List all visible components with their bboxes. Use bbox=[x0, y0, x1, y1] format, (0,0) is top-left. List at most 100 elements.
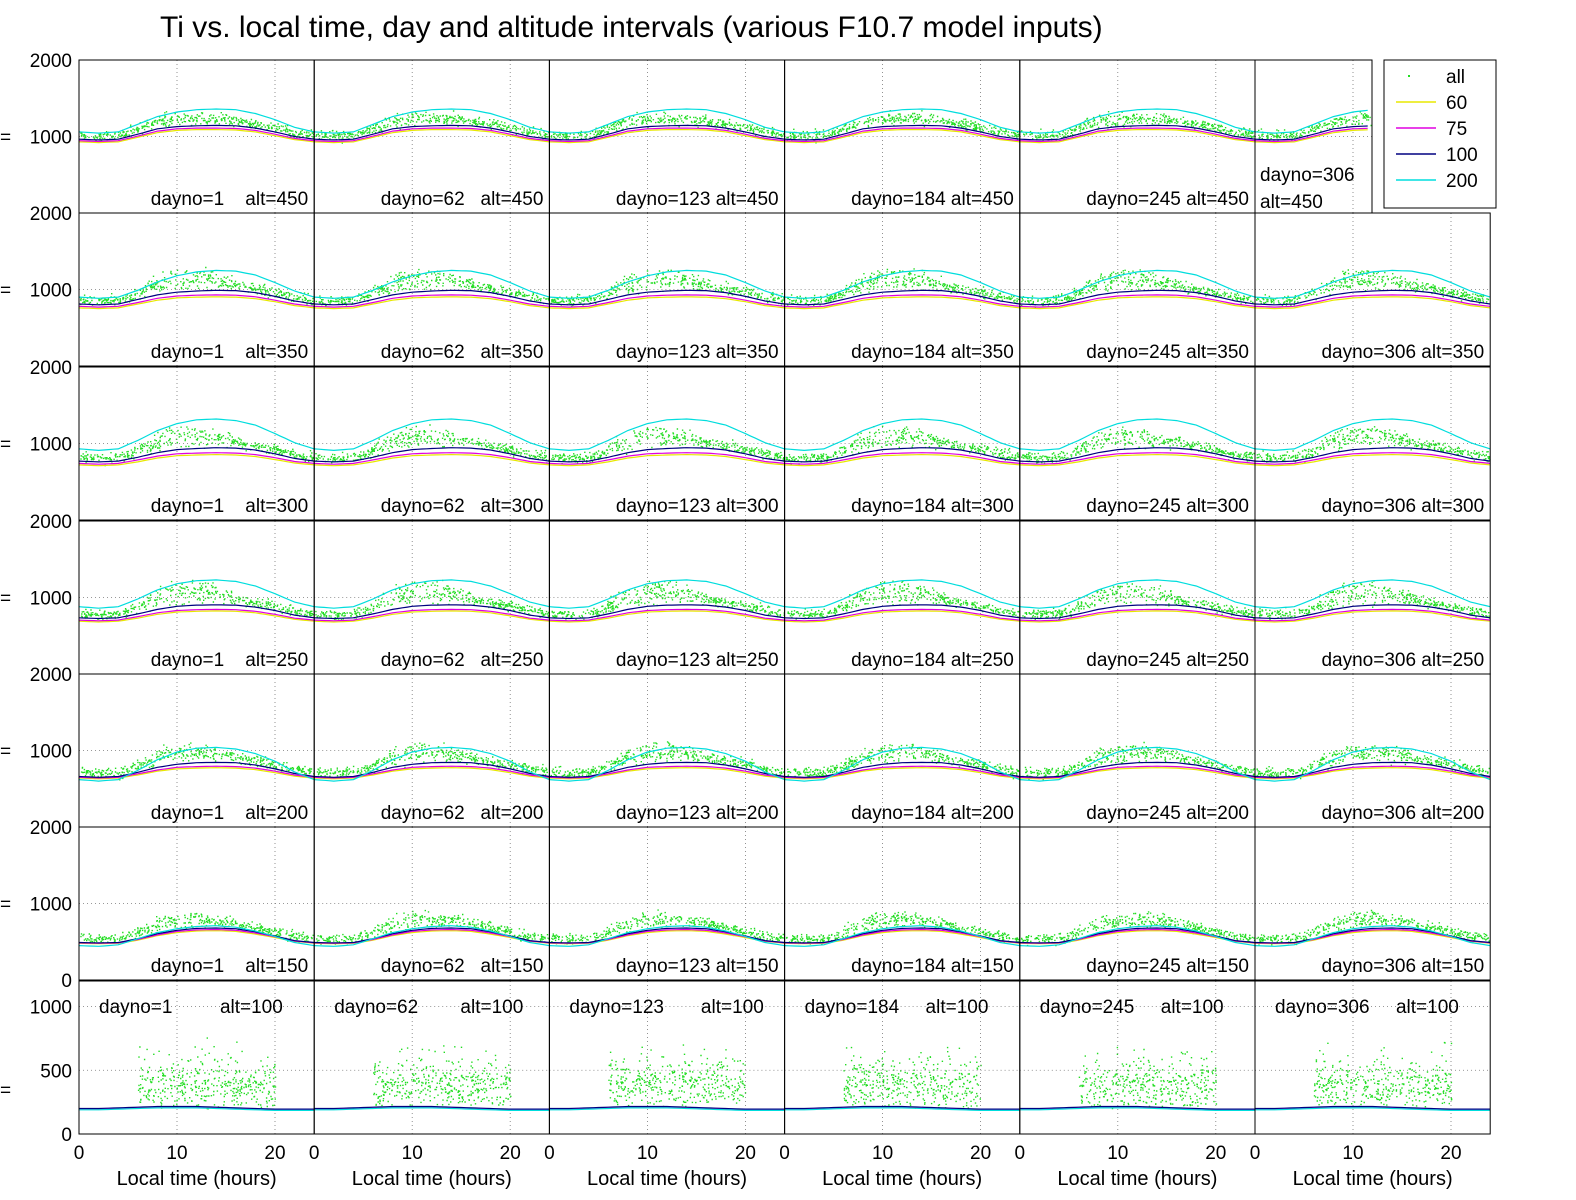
panel-day62-alt300-points-all bbox=[315, 424, 550, 464]
panel-day184-alt450-curve-200 bbox=[784, 108, 1020, 134]
panel-day184-alt450-label: dayno=184 alt=450 bbox=[851, 189, 1014, 210]
panel-day1-alt100-label: dayno=1 alt=100 bbox=[99, 997, 283, 1018]
panel-day245-alt300-curve-75 bbox=[1019, 452, 1256, 465]
x-tick-label: 10 bbox=[872, 1143, 893, 1164]
panel-day1-alt100-curve-100 bbox=[79, 1105, 315, 1110]
panel-day306-alt450-curve-60 bbox=[1254, 129, 1368, 144]
x-axis-label: Local time (hours) bbox=[1057, 1168, 1217, 1190]
panel-day306-alt150-label: dayno=306 alt=150 bbox=[1321, 956, 1484, 977]
y-tick-label: 2000 bbox=[30, 665, 72, 686]
panel-day1-alt250-curve-200 bbox=[78, 579, 315, 609]
x-tick-label: 20 bbox=[500, 1143, 521, 1164]
panel-day62-alt450-label: dayno=62 alt=450 bbox=[381, 189, 544, 210]
panel-day245-alt250-curve-100 bbox=[1019, 604, 1256, 620]
panel-day306-alt350-curve-75 bbox=[1254, 294, 1491, 308]
panel-day184-alt250-curve-60 bbox=[784, 610, 1020, 623]
panel-day184-alt350-curve-200 bbox=[784, 269, 1020, 299]
y-tick-label: 1000 bbox=[30, 128, 72, 149]
row-side-label: = bbox=[0, 589, 11, 610]
panel-day306-alt450-label-day: dayno=306 bbox=[1260, 165, 1355, 186]
panel-day184-alt250-curve-200 bbox=[784, 579, 1020, 609]
panel-day184-alt350-curve-60 bbox=[784, 296, 1020, 310]
panel-day123-alt450-curve-60 bbox=[549, 129, 785, 144]
panel-day245-alt300-label: dayno=245 alt=300 bbox=[1086, 496, 1249, 517]
panel-day306-alt350-curve-200 bbox=[1254, 269, 1491, 299]
panel-day62-alt450-curve-60 bbox=[314, 129, 550, 144]
panel-day123-alt350-curve-100 bbox=[549, 289, 785, 306]
panel-day306-alt150-frame bbox=[1254, 826, 1491, 981]
panel-day306-alt300-label: dayno=306 alt=300 bbox=[1321, 496, 1484, 517]
panel-day245-alt250-curve-60 bbox=[1019, 610, 1256, 623]
panel-day184-alt450-points-all bbox=[786, 110, 1020, 144]
panel-day1-alt300-curve-60 bbox=[78, 453, 315, 467]
panel-day123-alt450-curve-200 bbox=[549, 108, 785, 134]
x-tick-label: 0 bbox=[1015, 1143, 1026, 1164]
panel-day1-alt450-curve-60 bbox=[78, 129, 315, 144]
x-tick-label: 20 bbox=[735, 1143, 756, 1164]
panel-day1-alt150-label: dayno=1 alt=150 bbox=[151, 956, 308, 977]
x-tick-label: 0 bbox=[779, 1143, 790, 1164]
y-tick-label: 1000 bbox=[30, 895, 72, 916]
panel-day123-alt450-curve-100 bbox=[549, 124, 785, 141]
panel-day184-alt250-label: dayno=184 alt=250 bbox=[851, 650, 1014, 671]
panel-day62-alt250-curve-60 bbox=[314, 610, 550, 623]
panel-day123-alt300-curve-60 bbox=[549, 453, 785, 467]
panel-day245-alt200-curve-75 bbox=[1019, 765, 1256, 779]
row-side-label: = bbox=[0, 742, 11, 763]
panel-day184-alt200-curve-75 bbox=[784, 765, 1020, 779]
panel-day306-alt100-curve-100 bbox=[1255, 1105, 1491, 1110]
x-axis-label: Local time (hours) bbox=[1293, 1168, 1453, 1190]
panel-day306-alt300-frame bbox=[1254, 366, 1491, 521]
panel-day184-alt100-curve-200 bbox=[784, 1107, 1020, 1111]
x-tick-label: 20 bbox=[970, 1143, 991, 1164]
panel-day123-alt300-curve-200 bbox=[549, 418, 785, 452]
panel-day184-alt350-curve-75 bbox=[784, 294, 1020, 308]
panel-day184-alt300-curve-100 bbox=[784, 447, 1020, 463]
x-axis-label: Local time (hours) bbox=[117, 1168, 277, 1190]
panel-day306-alt200-curve-200 bbox=[1254, 746, 1491, 782]
panel-day184-alt300-curve-60 bbox=[784, 453, 1020, 467]
panel-day306-alt250-curve-60 bbox=[1254, 610, 1491, 623]
panel-day1-alt350-curve-200 bbox=[78, 269, 315, 299]
panel-day1-alt300-curve-200 bbox=[78, 418, 315, 452]
panel-day245-alt300-curve-100 bbox=[1019, 447, 1256, 463]
panel-day123-alt250-curve-75 bbox=[549, 608, 785, 622]
row-side-label: = bbox=[0, 895, 11, 916]
x-tick-label: 0 bbox=[74, 1143, 85, 1164]
row-side-label: = bbox=[0, 435, 11, 456]
panel-day62-alt450-curve-75 bbox=[314, 127, 550, 143]
panel-day62-alt350-curve-100 bbox=[314, 289, 550, 306]
panel-day306-alt200-curve-75 bbox=[1254, 765, 1491, 779]
x-tick-label: 10 bbox=[402, 1143, 423, 1164]
panel-day1-alt350-curve-100 bbox=[78, 289, 315, 306]
panel-day62-alt150-points-all bbox=[316, 909, 550, 945]
panel-day184-alt100-points-all bbox=[843, 1046, 982, 1109]
x-axis-label: Local time (hours) bbox=[822, 1168, 982, 1190]
legend-label-all: all bbox=[1446, 67, 1465, 88]
panel-day62-alt200-curve-75 bbox=[314, 765, 550, 779]
panel-day306-alt100-curve-200 bbox=[1255, 1107, 1491, 1111]
panel-day184-alt300-curve-75 bbox=[784, 452, 1020, 465]
panel-day123-alt450-curve-75 bbox=[549, 127, 785, 143]
panel-day1-alt450-label: dayno=1 alt=450 bbox=[151, 189, 308, 210]
panel-day123-alt300-curve-75 bbox=[549, 452, 785, 465]
model-curves-layer bbox=[78, 108, 1491, 1111]
y-tick-label: 0 bbox=[61, 1125, 72, 1146]
panel-day245-alt450-curve-100 bbox=[1019, 124, 1256, 141]
panel-day62-alt300-label: dayno=62 alt=300 bbox=[381, 496, 544, 517]
panel-day306-alt450-curve-200 bbox=[1254, 109, 1368, 134]
panel-day62-alt250-label: dayno=62 alt=250 bbox=[381, 650, 544, 671]
x-tick-label: 20 bbox=[1440, 1143, 1461, 1164]
panel-day306-alt300-curve-100 bbox=[1254, 447, 1491, 463]
panel-day306-alt350-label: dayno=306 alt=350 bbox=[1321, 342, 1484, 363]
y-tick-label: 2000 bbox=[30, 204, 72, 225]
panel-day184-alt450-curve-60 bbox=[784, 129, 1020, 144]
panel-day123-alt350-curve-60 bbox=[549, 296, 785, 310]
y-tick-label: 0 bbox=[61, 971, 72, 992]
panel-day245-alt250-points-all bbox=[1022, 583, 1255, 622]
row-side-label: = bbox=[0, 1080, 11, 1101]
panel-day62-alt100-label: dayno=62 alt=100 bbox=[334, 997, 523, 1018]
panel-day306-alt450-points-all bbox=[1256, 111, 1372, 143]
row-side-label: = bbox=[0, 281, 11, 302]
